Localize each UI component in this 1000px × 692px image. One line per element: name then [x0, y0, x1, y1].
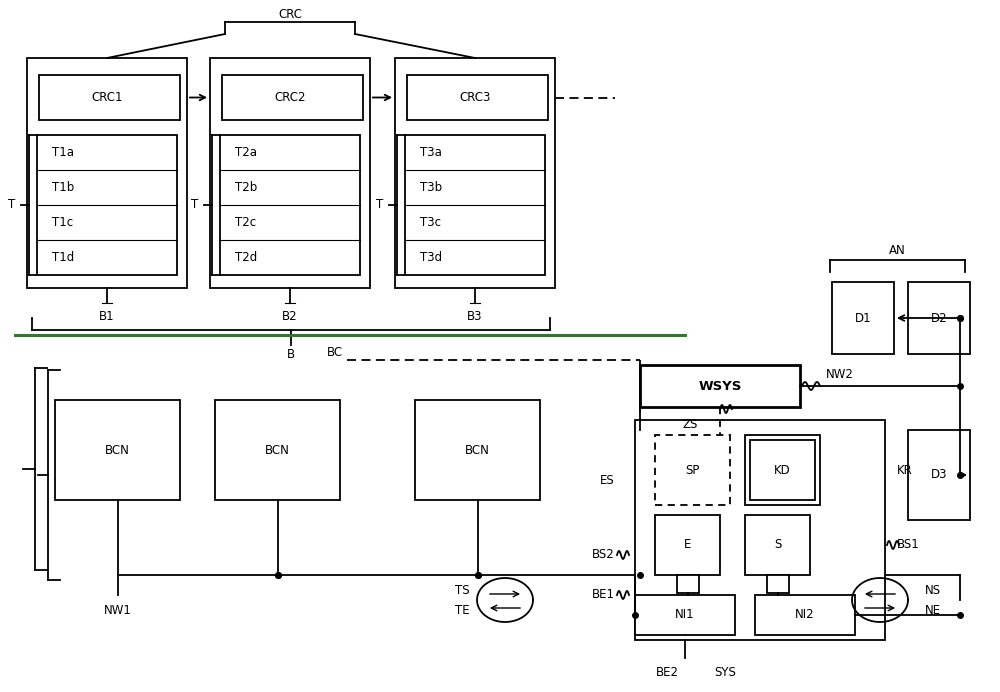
Text: T2b: T2b — [235, 181, 257, 194]
Text: NI2: NI2 — [795, 608, 815, 621]
Text: T3a: T3a — [420, 146, 442, 159]
Text: WSYS: WSYS — [698, 379, 742, 392]
Bar — [39, 75, 180, 120]
Text: BCN: BCN — [265, 444, 290, 457]
Text: KR: KR — [897, 464, 913, 477]
Text: B2: B2 — [282, 309, 298, 322]
Bar — [395, 58, 555, 288]
Text: T: T — [191, 199, 199, 212]
Text: S: S — [774, 538, 781, 552]
Text: E: E — [684, 538, 691, 552]
Text: T: T — [376, 199, 384, 212]
Text: T3b: T3b — [420, 181, 442, 194]
Bar — [635, 595, 735, 635]
Text: AN: AN — [889, 244, 906, 257]
Text: D3: D3 — [931, 468, 947, 482]
Text: KD: KD — [774, 464, 791, 477]
Text: D1: D1 — [855, 311, 871, 325]
Text: CRC: CRC — [278, 8, 302, 21]
Text: BE2: BE2 — [656, 666, 678, 680]
Text: B3: B3 — [467, 309, 483, 322]
Text: NW2: NW2 — [826, 367, 854, 381]
Bar — [407, 75, 548, 120]
Bar — [37, 135, 177, 275]
Bar — [55, 400, 180, 500]
Text: D2: D2 — [931, 311, 947, 325]
Text: SYS: SYS — [714, 666, 736, 680]
Text: NW1: NW1 — [104, 603, 131, 617]
Bar — [640, 365, 800, 407]
Text: T2d: T2d — [235, 251, 257, 264]
Text: T1a: T1a — [52, 146, 74, 159]
Bar — [27, 58, 187, 288]
Bar — [222, 75, 363, 120]
Text: T2a: T2a — [235, 146, 257, 159]
Bar — [908, 282, 970, 354]
Text: SP: SP — [685, 464, 700, 477]
Bar — [745, 515, 810, 575]
Text: T: T — [8, 199, 16, 212]
Text: NE: NE — [925, 603, 941, 617]
Text: BE1: BE1 — [592, 588, 615, 601]
Text: NI1: NI1 — [675, 608, 695, 621]
Text: T2c: T2c — [235, 216, 256, 229]
Bar — [908, 430, 970, 520]
Text: CRC3: CRC3 — [459, 91, 491, 104]
Text: NS: NS — [925, 583, 941, 597]
Bar — [220, 135, 360, 275]
Bar — [676, 575, 698, 593]
Text: T1d: T1d — [52, 251, 74, 264]
Text: T3c: T3c — [420, 216, 441, 229]
Text: BS1: BS1 — [897, 538, 920, 552]
Text: BC: BC — [327, 345, 343, 358]
Text: CRC2: CRC2 — [274, 91, 306, 104]
Bar — [767, 575, 788, 593]
Bar — [655, 515, 720, 575]
Text: T3d: T3d — [420, 251, 442, 264]
Text: B1: B1 — [99, 309, 115, 322]
Bar — [745, 435, 820, 505]
Text: B: B — [287, 347, 295, 361]
Bar — [635, 420, 885, 640]
Text: ZS: ZS — [682, 419, 698, 432]
Bar — [215, 400, 340, 500]
Text: ES: ES — [600, 473, 615, 486]
Text: BCN: BCN — [105, 444, 130, 457]
Text: TS: TS — [455, 583, 470, 597]
Bar — [210, 58, 370, 288]
Bar — [832, 282, 894, 354]
Text: BCN: BCN — [465, 444, 490, 457]
Text: T1c: T1c — [52, 216, 73, 229]
Bar — [750, 440, 815, 500]
Bar — [755, 595, 855, 635]
Bar — [655, 435, 730, 505]
Text: TE: TE — [455, 603, 470, 617]
Bar — [415, 400, 540, 500]
Text: CRC1: CRC1 — [91, 91, 123, 104]
Bar — [405, 135, 545, 275]
Text: BS2: BS2 — [592, 549, 615, 561]
Text: T1b: T1b — [52, 181, 74, 194]
